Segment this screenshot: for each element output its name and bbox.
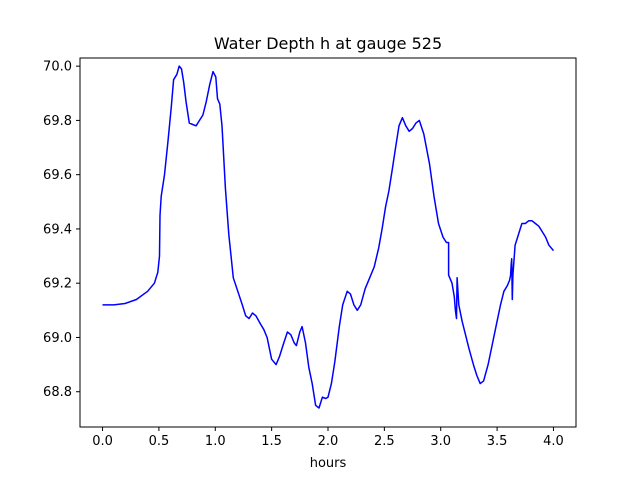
y-tick-label: 70.0 <box>43 60 72 75</box>
x-tick-label: 1.0 <box>205 434 226 449</box>
x-axis: 0.0 0.5 1.0 1.5 2.0 2.5 3.0 3.5 4.0 <box>92 427 564 449</box>
y-axis: 68.8 69.0 69.2 69.4 69.6 69.8 70.0 <box>43 60 80 400</box>
chart-title: Water Depth h at gauge 525 <box>214 34 442 53</box>
x-tick-label: 2.0 <box>318 434 339 449</box>
y-tick-label: 69.4 <box>43 222 72 237</box>
y-tick-label: 69.8 <box>43 114 72 129</box>
x-tick-label: 3.0 <box>430 434 451 449</box>
series-line <box>102 65 555 409</box>
x-tick-label: 1.5 <box>261 434 282 449</box>
x-axis-label: hours <box>310 456 347 471</box>
y-tick-label: 69.6 <box>43 168 72 183</box>
x-tick-label: 0.0 <box>92 434 113 449</box>
y-tick-label: 69.0 <box>43 331 72 346</box>
x-tick-label: 0.5 <box>149 434 170 449</box>
x-tick-label: 4.0 <box>543 434 564 449</box>
y-tick-label: 69.2 <box>43 277 72 292</box>
x-tick-label: 3.5 <box>487 434 508 449</box>
y-tick-label: 68.8 <box>43 385 72 400</box>
x-tick-label: 2.5 <box>374 434 395 449</box>
series-layer <box>102 65 555 409</box>
